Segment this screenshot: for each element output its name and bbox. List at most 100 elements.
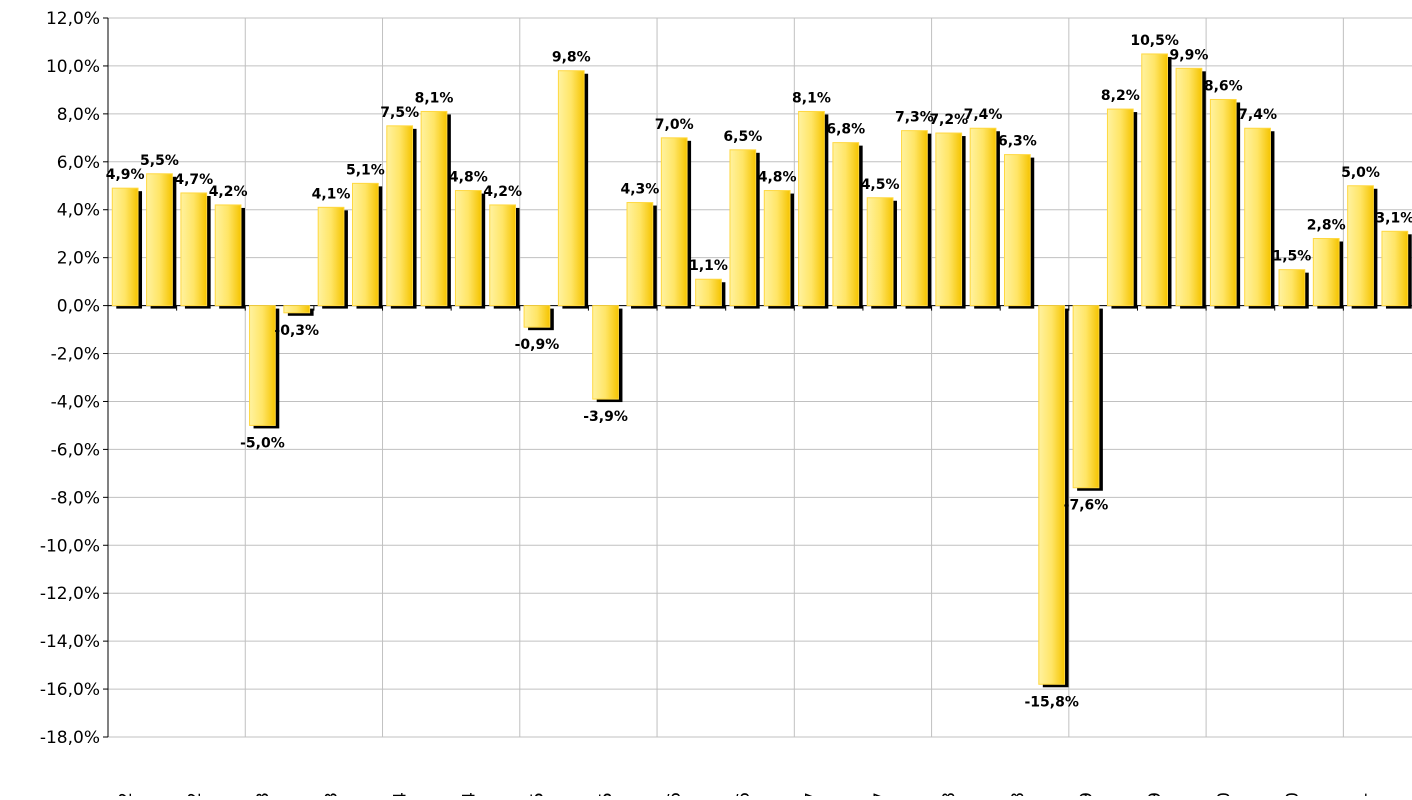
x-tick-label: 1t04 (391, 792, 411, 796)
bar (180, 192, 208, 307)
value-label: 4,5% (861, 177, 900, 193)
y-tick-label: -10,0% (40, 536, 100, 556)
x-tick-label: 1t08 (940, 792, 960, 796)
bar (1106, 108, 1134, 307)
y-tick-label: -6,0% (51, 440, 100, 460)
x-tick-label: 1t02 (116, 792, 136, 796)
value-label: 7,4% (1238, 107, 1277, 123)
value-label: -15,8% (1024, 694, 1078, 710)
x-tick-label: 1t03 (253, 792, 273, 796)
x-tick-label: 3t08 (1008, 792, 1028, 796)
bar (1347, 185, 1374, 307)
bar (901, 130, 928, 307)
bar (626, 202, 654, 307)
value-label: 9,8% (552, 50, 591, 66)
bar (146, 173, 173, 307)
x-tick-label: 3t02 (185, 792, 205, 796)
bar (283, 305, 311, 314)
bar (1209, 98, 1237, 307)
bar (695, 278, 722, 307)
bar (1004, 154, 1031, 307)
value-label: 8,2% (1101, 88, 1140, 104)
x-tick-label: 3t10 (1283, 792, 1303, 796)
bar (352, 182, 379, 307)
bar (660, 137, 688, 307)
bar (1141, 53, 1169, 307)
bar (557, 70, 585, 307)
bar (420, 110, 448, 307)
value-label: 6,3% (998, 134, 1037, 150)
value-label: 9,9% (1170, 47, 1209, 63)
x-tick-label: 1t05 (528, 792, 548, 796)
bar (214, 204, 242, 307)
value-label: 4,3% (620, 182, 659, 198)
x-tick-label: 1t11 (1352, 792, 1372, 796)
bar (763, 190, 791, 307)
x-tick-label: 3t05 (597, 792, 617, 796)
y-tick-label: 12,0% (46, 9, 100, 29)
bar (249, 305, 276, 426)
value-label: 3,1% (1375, 210, 1412, 226)
y-tick-label: 6,0% (57, 153, 100, 173)
x-tick-label: 1t06 (665, 792, 685, 796)
x-tick-label: 1t07 (802, 792, 822, 796)
bar (866, 197, 894, 307)
value-label: 4,8% (449, 170, 488, 186)
value-label: 6,8% (826, 122, 865, 138)
value-label: 7,2% (929, 112, 968, 128)
bar (1312, 237, 1340, 307)
value-label: 7,0% (655, 117, 694, 133)
value-label: -0,9% (515, 337, 560, 353)
y-tick-label: -12,0% (40, 584, 100, 604)
value-label: 10,5% (1130, 33, 1179, 49)
bar (1278, 269, 1306, 307)
value-label: 5,1% (346, 162, 385, 178)
bar (523, 305, 551, 328)
bar (592, 305, 619, 400)
x-tick-label: 3t04 (459, 792, 479, 796)
value-label: 7,5% (380, 105, 419, 121)
bar (798, 110, 825, 307)
y-tick-label: 0,0% (57, 297, 100, 317)
x-tick-label: 3t09 (1146, 792, 1166, 796)
value-label: 8,6% (1204, 78, 1243, 94)
bar (454, 190, 482, 307)
x-tick-label: 1t10 (1214, 792, 1234, 796)
value-label: 5,5% (140, 153, 179, 169)
bar (111, 187, 139, 307)
y-tick-label: -4,0% (51, 392, 100, 412)
value-label: 6,5% (723, 129, 762, 145)
value-label: 4,2% (483, 184, 522, 200)
value-label: 1,5% (1272, 249, 1311, 265)
x-tick-label: 3t03 (322, 792, 342, 796)
y-tick-label: 4,0% (57, 201, 100, 221)
value-label: 8,1% (415, 90, 454, 106)
value-label: 7,3% (895, 110, 934, 126)
y-tick-label: 8,0% (57, 105, 100, 125)
value-label: -3,9% (583, 409, 628, 425)
y-tick-label: 2,0% (57, 249, 100, 269)
bar (317, 206, 345, 307)
bar (729, 149, 757, 307)
y-tick-label: -16,0% (40, 680, 100, 700)
value-label: 4,1% (312, 186, 351, 202)
value-label: 7,4% (964, 107, 1003, 123)
bar (1038, 305, 1066, 685)
value-label: 4,7% (174, 172, 213, 188)
bar (969, 127, 997, 307)
y-tick-label: -8,0% (51, 488, 100, 508)
y-tick-label: -2,0% (51, 345, 100, 365)
y-tick-label: -14,0% (40, 632, 100, 652)
value-label: 8,1% (792, 90, 831, 106)
value-label: -7,6% (1064, 498, 1109, 514)
value-label: 4,2% (209, 184, 248, 200)
value-label: -0,3% (274, 323, 319, 339)
bar (489, 204, 516, 307)
bar (1244, 127, 1271, 307)
y-tick-label: -18,0% (40, 728, 100, 748)
value-label: 4,8% (758, 170, 797, 186)
x-tick-label: 1t09 (1077, 792, 1097, 796)
value-label: 2,8% (1307, 217, 1346, 233)
bar (386, 125, 414, 307)
